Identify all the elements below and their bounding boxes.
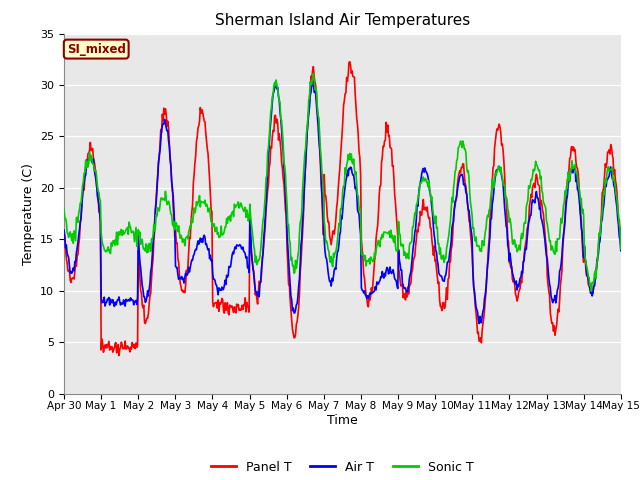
Legend: Panel T, Air T, Sonic T: Panel T, Air T, Sonic T [206,456,479,479]
X-axis label: Time: Time [327,414,358,427]
Y-axis label: Temperature (C): Temperature (C) [22,163,35,264]
Text: SI_mixed: SI_mixed [67,43,125,56]
Title: Sherman Island Air Temperatures: Sherman Island Air Temperatures [215,13,470,28]
